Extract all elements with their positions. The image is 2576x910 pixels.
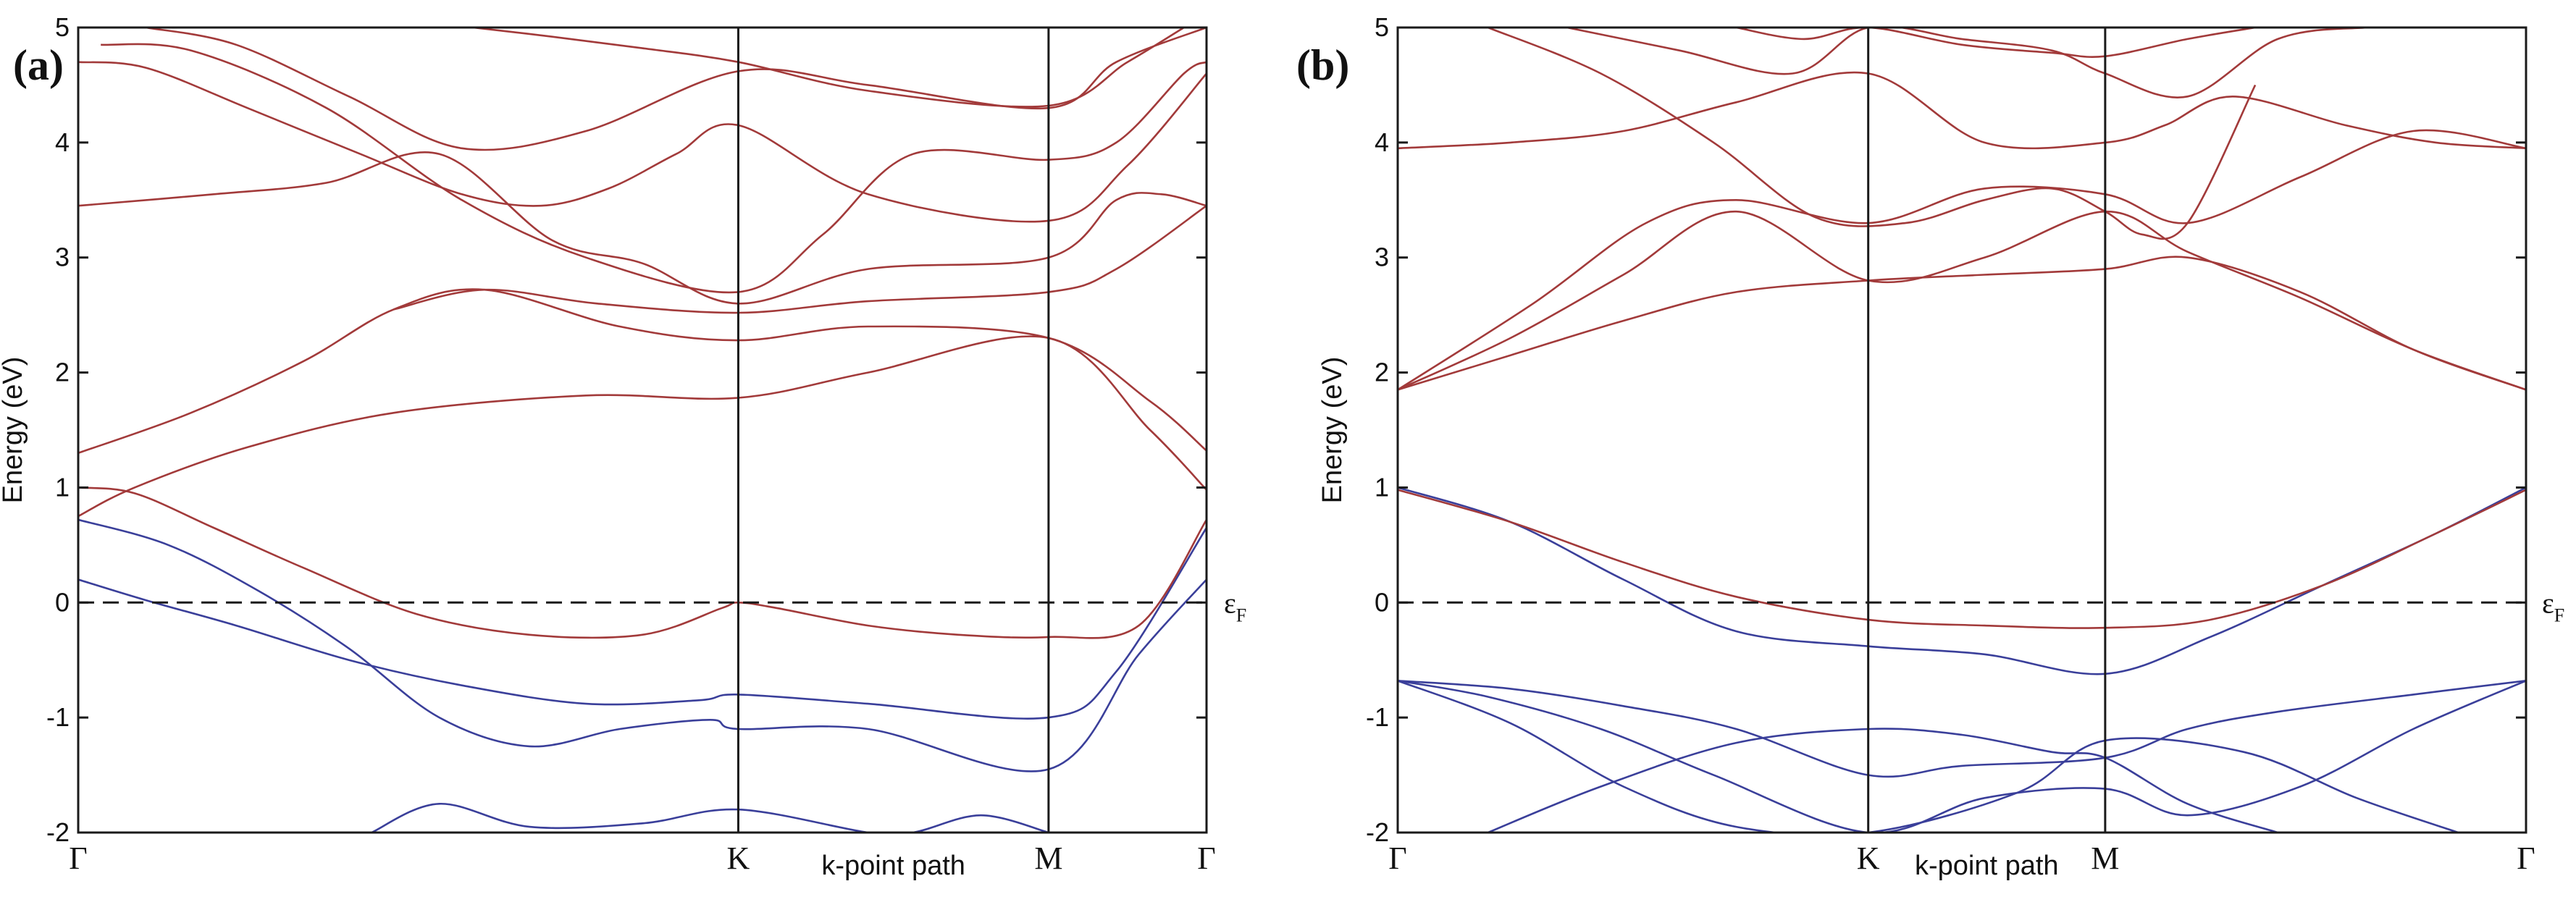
panel-label: (b) (1296, 41, 1349, 89)
band-conduction-band-4 (1398, 129, 2526, 391)
kpoint-label: K (1857, 841, 1880, 876)
band-conduction-band-6 (1488, 28, 2257, 240)
band-conduction-band-4 (393, 205, 1207, 314)
band-valence-band-3 (78, 527, 1207, 720)
y-tick-label: 5 (55, 12, 70, 42)
y-tick-label: -2 (1366, 817, 1389, 847)
panel-label: (a) (13, 41, 64, 89)
band-valence-band-1 (371, 802, 1049, 833)
y-axis-title: Energy (eV) (1317, 357, 1348, 504)
band-conduction-band-1 (1398, 489, 2526, 629)
band-valence-band-3 (1398, 680, 2459, 833)
band-conduction-band-2 (78, 335, 1207, 518)
band-conduction-band-8 (1736, 28, 2256, 58)
fermi-level-label: εF (1224, 586, 1246, 625)
y-tick-label: 2 (1375, 358, 1389, 387)
kpoint-label: M (1034, 841, 1062, 876)
panel-b: -2 -1 0 1 2 3 4 5 Γ K M Γk-point path Energy (eV) (b)… (1296, 12, 2564, 881)
band-conduction-band-3 (78, 288, 1207, 455)
y-axis-title: Energy (eV) (0, 357, 28, 504)
plot-frame (77, 26, 1208, 834)
band-conduction-band-1 (78, 486, 1207, 639)
y-tick-label: 1 (1375, 472, 1389, 502)
kpoint-label: M (2091, 841, 2119, 876)
y-tick-label: 5 (1375, 12, 1389, 42)
band-conduction-band-3 (1398, 210, 2526, 391)
y-tick-label: 3 (1375, 243, 1389, 272)
y-tick-label: 1 (55, 472, 70, 502)
band-conduction-band-9 (473, 28, 1185, 108)
y-tick-label: 0 (55, 587, 70, 617)
band-conduction-band-6 (78, 61, 1207, 223)
y-tick-label: 3 (55, 243, 70, 272)
y-tick-label: -1 (1366, 702, 1389, 732)
band-valence-band-2 (78, 518, 1207, 772)
panel-a: -2 -1 0 1 2 3 4 5 Γ K M Γk-point path Energy (eV) (a)… (0, 12, 1246, 881)
kpoint-label: Γ (69, 841, 87, 876)
x-axis-title: k-point path (821, 851, 965, 881)
band-valence-band-2 (1398, 680, 2526, 833)
plot-frame (1396, 26, 2527, 834)
kpoint-label: Γ (2517, 841, 2535, 876)
band-valence-band-5 (1398, 486, 2526, 675)
band-conduction-band-7 (1566, 28, 2436, 98)
kpoint-label: Γ (1197, 841, 1215, 876)
fermi-level-label: εF (2542, 586, 2564, 625)
band-lines (78, 28, 1207, 833)
kpoint-label: Γ (1388, 841, 1406, 876)
band-valence-band-4 (1488, 728, 2278, 833)
band-conduction-band-5 (1398, 71, 2526, 150)
y-tick-label: 0 (1375, 587, 1389, 617)
band-lines (1398, 28, 2526, 833)
y-tick-label: 4 (55, 127, 70, 157)
band-conduction-band-2 (1398, 256, 2526, 391)
y-tick-label: -1 (46, 702, 70, 732)
band-valence-band-1 (1398, 680, 2526, 778)
band-conduction-band-5 (78, 151, 1207, 305)
y-tick-label: -2 (46, 817, 70, 847)
kpoint-label: K (727, 841, 750, 876)
y-tick-label: 2 (55, 358, 70, 387)
y-tick-label: 4 (1375, 127, 1389, 157)
band-conduction-band-7 (101, 43, 1207, 294)
x-axis-title: k-point path (1915, 851, 2059, 881)
